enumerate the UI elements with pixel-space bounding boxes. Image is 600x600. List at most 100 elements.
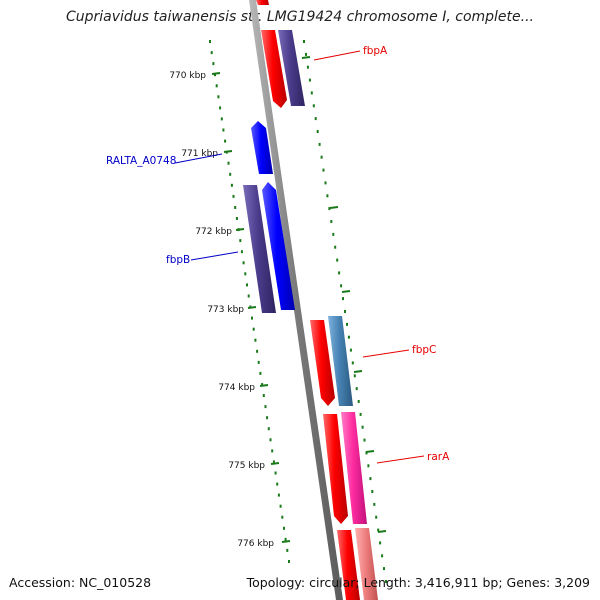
scale-dot (330, 220, 333, 223)
scale-dot (257, 360, 260, 364)
scale-dot (219, 106, 222, 110)
scale-dot (306, 65, 309, 69)
scale-dot (262, 394, 265, 397)
label-rarA: rarA (427, 451, 450, 463)
scale-dot (342, 297, 344, 301)
scale-dot (338, 271, 341, 275)
gene-rarA[interactable] (341, 412, 367, 524)
gene-red-bottom[interactable] (337, 530, 360, 600)
scale-dot (308, 78, 311, 82)
scale-dots (209, 40, 387, 583)
gene-fbpC[interactable] (328, 316, 353, 406)
scale-dot (344, 310, 346, 313)
gene-blue-fbpB-right[interactable] (262, 182, 295, 310)
tick-mark-772 (235, 228, 245, 231)
scale-dot (312, 104, 315, 108)
scale-dot (385, 580, 387, 583)
scale-dot (215, 84, 218, 88)
scale-dot (349, 348, 352, 352)
scale-dot (381, 554, 384, 558)
scale-dot (363, 438, 366, 442)
tick-mark-773 (247, 306, 257, 309)
scale-dot (214, 73, 216, 77)
scale-dot (305, 52, 307, 56)
scale-dot (316, 130, 319, 133)
tick-label-773: 773 kbp (207, 305, 244, 315)
genes[interactable] (243, 0, 378, 600)
gene-red-rarA-left[interactable] (323, 414, 348, 524)
tick-labels: 770 kbp 771 kbp 772 kbp 773 kbp 774 kbp … (169, 71, 274, 549)
scale-dot (247, 294, 250, 298)
scale-dot (324, 181, 327, 185)
scale-dot (232, 194, 235, 198)
scale-dot (314, 117, 317, 121)
tick-label-775: 775 kbp (228, 461, 265, 471)
scale-dot (274, 471, 277, 475)
scale-dot (279, 504, 282, 508)
scale-dot (272, 460, 275, 464)
gene-fbpA[interactable] (278, 30, 305, 106)
label-fbpC: fbpC (412, 344, 436, 356)
accession-text: Accession: NC_010528 (9, 575, 152, 590)
scale-dot (379, 541, 382, 545)
gene-top-partial[interactable] (256, 0, 269, 5)
scale-dot (377, 528, 380, 532)
gene-salmon-bottom[interactable] (355, 528, 378, 600)
scale-dot (235, 217, 238, 220)
scale-dot (288, 560, 290, 563)
label-RALTA_A0748: RALTA_A0748 (106, 155, 176, 167)
map-title: Cupriavidus taiwanensis str. LMG19424 ch… (65, 9, 534, 25)
tick-label-770: 770 kbp (169, 71, 206, 81)
scale-dot (242, 261, 245, 265)
scale-dot (367, 464, 370, 468)
scale-dot (256, 349, 259, 353)
scale-dot (266, 416, 269, 420)
tick-mark-774 (259, 384, 269, 387)
scale-dot (212, 62, 215, 66)
label-fbpB: fbpB (166, 254, 190, 266)
tick-label-774: 774 kbp (218, 383, 255, 393)
tick-mark-770 (211, 72, 221, 75)
scale-dot (336, 258, 339, 262)
tick-mark-776 (281, 540, 291, 543)
scale-dot (210, 51, 213, 55)
scale-dot (246, 283, 248, 287)
scale-dot (209, 40, 211, 43)
gene-red-fbpA-left[interactable] (261, 30, 287, 108)
scale-dot (283, 526, 285, 530)
tick-label-776: 776 kbp (237, 539, 274, 549)
scale-dot (334, 245, 337, 249)
scale-dot (310, 91, 313, 95)
scale-dot (217, 95, 220, 99)
label-fbpA: fbpA (363, 45, 388, 57)
gene-red-fbpC-left[interactable] (310, 320, 335, 406)
tick-mark-775 (270, 462, 280, 465)
gene-labels[interactable]: fbpA RALTA_A0748 fbpB fbpC rarA (106, 45, 450, 463)
scale-dot (373, 502, 376, 506)
scale-dot (267, 427, 270, 431)
tick-mark-771 (223, 150, 233, 153)
scale-dot (326, 194, 329, 198)
scale-dot (277, 493, 280, 497)
scale-dot (353, 374, 356, 378)
leader-RALTA_A0748 (174, 153, 223, 164)
scale-dot (357, 400, 360, 403)
tick-label-771: 771 kbp (181, 149, 218, 159)
gene-RALTA_A0748[interactable] (251, 121, 273, 174)
scale-dot (224, 139, 227, 143)
scale-dot (284, 537, 287, 541)
genome-backbone (249, 0, 343, 600)
scale-dot (222, 128, 225, 132)
gene-fbpB[interactable] (243, 185, 276, 313)
scale-dot (269, 438, 272, 442)
scale-dot (252, 327, 255, 331)
right-dash-marks (301, 56, 387, 533)
scale-dot (303, 40, 305, 43)
scale-dot (234, 206, 237, 209)
scale-dot (254, 338, 257, 342)
scale-dot (318, 142, 321, 146)
scale-dot (369, 477, 372, 481)
scale-dot (244, 272, 247, 276)
scale-dot (229, 172, 232, 176)
